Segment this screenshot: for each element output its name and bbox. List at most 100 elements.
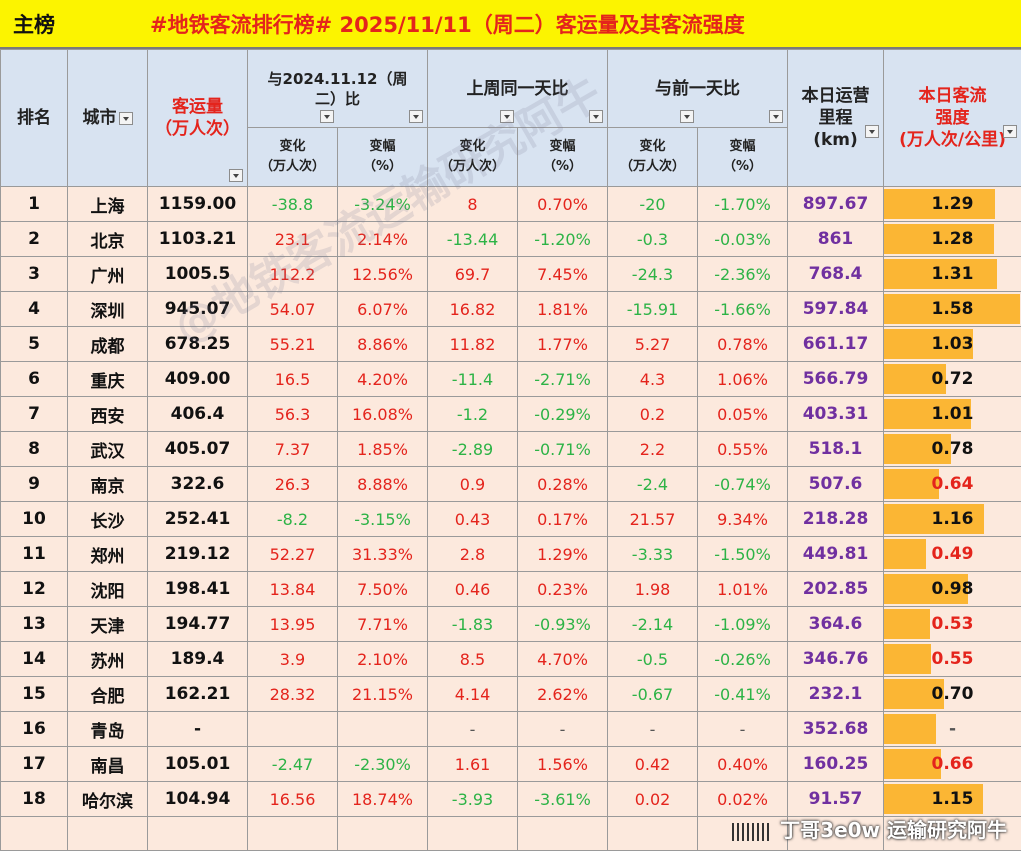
- cell-dod-percent: 0.05%: [697, 396, 788, 432]
- intensity-bar: [884, 294, 1020, 324]
- cell-yoy-change: 28.32: [247, 676, 338, 712]
- table-row: 6 重庆 409.00 16.5 4.20% -11.4 -2.71% 4.3 1.06% 566…: [0, 361, 1021, 397]
- cell-dod-percent: -0.26%: [697, 641, 788, 677]
- ranking-table: 排名 城市 客运量 （万人次） 与2024.11.12（周 二）比 上周同一天比: [0, 49, 1021, 851]
- cell-wow-change: 8.5: [427, 641, 518, 677]
- cell-dod-change: 0.2: [607, 396, 698, 432]
- intensity-value: 0.49: [931, 544, 974, 564]
- cell-length: 768.4: [787, 256, 884, 292]
- cell-length: 218.28: [787, 501, 884, 537]
- intensity-bar: [884, 749, 941, 779]
- intensity-value: -: [948, 719, 957, 739]
- cell-rank: 15: [0, 676, 68, 712]
- cell-volume: 409.00: [147, 361, 248, 397]
- filter-dropdown-icon[interactable]: [769, 110, 783, 123]
- cell-wow-percent: -2.71%: [517, 361, 608, 397]
- filter-dropdown-icon[interactable]: [680, 110, 694, 123]
- filter-dropdown-icon[interactable]: [118, 111, 133, 125]
- cell-volume: 1103.21: [147, 221, 248, 257]
- cell-wow-change: 0.43: [427, 501, 518, 537]
- empty-cell: [67, 816, 148, 851]
- cell-wow-percent: 0.70%: [517, 186, 608, 222]
- intensity-bar: [884, 784, 983, 814]
- intensity-bar: [884, 574, 968, 604]
- cell-intensity: 0.64: [883, 466, 1021, 502]
- filter-dropdown-icon[interactable]: [320, 110, 334, 123]
- table-row: 4 深圳 945.07 54.07 6.07% 16.82 1.81% -15.91 -1.66…: [0, 291, 1021, 327]
- cell-wow-percent: 0.23%: [517, 571, 608, 607]
- cell-city: 长沙: [67, 501, 148, 537]
- header-intensity-line2: 强度: [935, 108, 970, 128]
- header-intensity: 本日客流 强度 (万人次/公里): [883, 49, 1021, 187]
- cell-wow-change: -1.2: [427, 396, 518, 432]
- intensity-bar: [884, 329, 973, 359]
- cell-city: 哈尔滨: [67, 781, 148, 817]
- header-length: 本日运营 里程 (km): [787, 49, 884, 187]
- cell-city: 武汉: [67, 431, 148, 467]
- cell-wow-percent: 1.29%: [517, 536, 608, 572]
- cell-dod-percent: 0.02%: [697, 781, 788, 817]
- cell-wow-change: 1.61: [427, 746, 518, 782]
- empty-cell: [337, 816, 428, 851]
- filter-dropdown-icon[interactable]: [865, 125, 879, 138]
- cell-wow-change: 8: [427, 186, 518, 222]
- cell-yoy-percent: -2.30%: [337, 746, 428, 782]
- cell-dod-change: 5.27: [607, 326, 698, 362]
- cell-city: 南京: [67, 466, 148, 502]
- cell-rank: 16: [0, 711, 68, 747]
- header-length-unit: (km): [813, 130, 858, 150]
- intensity-bar: [884, 469, 939, 499]
- intensity-value: 1.28: [931, 229, 974, 249]
- empty-cell: [607, 816, 698, 851]
- cell-intensity: 0.78: [883, 431, 1021, 467]
- barcode-icon: [732, 822, 773, 841]
- subheader-yoy-chg: 变化 （万人次）: [247, 127, 338, 187]
- table-row: 18 哈尔滨 104.94 16.56 18.74% -3.93 -3.61% 0.02 0.0…: [0, 781, 1021, 817]
- cell-wow-change: -3.93: [427, 781, 518, 817]
- table-row: 9 南京 322.6 26.3 8.88% 0.9 0.28% -2.4 -0.74% 507.6…: [0, 466, 1021, 502]
- filter-dropdown-icon[interactable]: [589, 110, 603, 123]
- cell-dod-percent: -0.03%: [697, 221, 788, 257]
- filter-dropdown-icon[interactable]: [229, 169, 243, 182]
- header-cmp-year: 与2024.11.12（周 二）比: [247, 49, 428, 128]
- cell-dod-percent: -1.50%: [697, 536, 788, 572]
- subheader-unit: （%）: [722, 159, 763, 174]
- cell-volume: 322.6: [147, 466, 248, 502]
- cell-rank: 4: [0, 291, 68, 327]
- intensity-bar: [884, 434, 951, 464]
- cell-intensity: 1.01: [883, 396, 1021, 432]
- cell-dod-percent: 0.55%: [697, 431, 788, 467]
- cell-length: 861: [787, 221, 884, 257]
- filter-dropdown-icon[interactable]: [1003, 125, 1017, 138]
- cell-volume: 945.07: [147, 291, 248, 327]
- cell-yoy-percent: -3.15%: [337, 501, 428, 537]
- filter-dropdown-icon[interactable]: [500, 110, 514, 123]
- cell-rank: 3: [0, 256, 68, 292]
- subheader-label: 变幅: [729, 139, 756, 154]
- empty-cell: [883, 816, 1021, 851]
- cell-rank: 10: [0, 501, 68, 537]
- cell-yoy-percent: -3.24%: [337, 186, 428, 222]
- header-intensity-unit: (万人次/公里): [899, 130, 1006, 150]
- cell-volume: 105.01: [147, 746, 248, 782]
- cell-city: 成都: [67, 326, 148, 362]
- subheader-dod-pct: 变幅 （%）: [697, 127, 788, 187]
- cell-city: 上海: [67, 186, 148, 222]
- cell-yoy-change: 3.9: [247, 641, 338, 677]
- filter-dropdown-icon[interactable]: [409, 110, 423, 123]
- cell-city: 北京: [67, 221, 148, 257]
- intensity-value: 1.58: [931, 299, 974, 319]
- cell-dod-percent: 1.01%: [697, 571, 788, 607]
- cell-wow-change: 0.9: [427, 466, 518, 502]
- cell-dod-change: 21.57: [607, 501, 698, 537]
- intensity-bar: [884, 539, 926, 569]
- cell-yoy-percent: 12.56%: [337, 256, 428, 292]
- cell-dod-change: -0.67: [607, 676, 698, 712]
- cell-rank: 6: [0, 361, 68, 397]
- cell-yoy-percent: 8.86%: [337, 326, 428, 362]
- table-row: 11 郑州 219.12 52.27 31.33% 2.8 1.29% -3.33 -1.50%…: [0, 536, 1021, 572]
- cell-dod-change: -20: [607, 186, 698, 222]
- cell-rank: 1: [0, 186, 68, 222]
- table-row: 1 上海 1159.00 -38.8 -3.24% 8 0.70% -20 -1.70% 897.…: [0, 186, 1021, 222]
- cell-dod-change: -24.3: [607, 256, 698, 292]
